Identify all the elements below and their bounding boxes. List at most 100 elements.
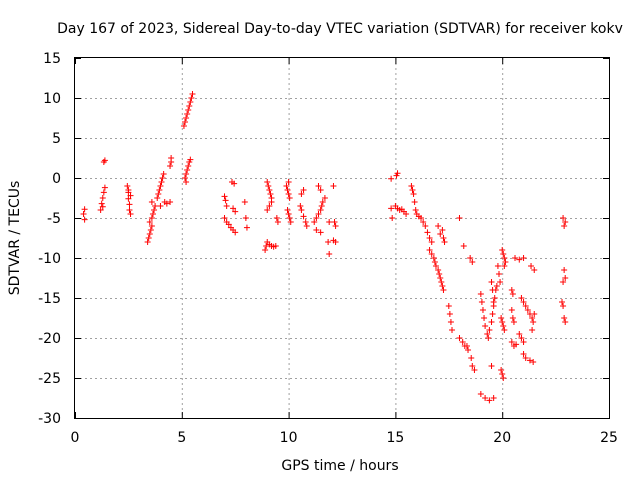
data-point xyxy=(431,259,438,265)
data-point xyxy=(437,231,444,237)
data-point xyxy=(561,315,568,321)
data-point xyxy=(267,191,274,197)
data-point xyxy=(222,197,229,204)
data-point xyxy=(509,291,516,297)
data-point xyxy=(241,199,248,205)
data-point xyxy=(403,211,410,217)
data-point xyxy=(221,193,228,200)
data-point xyxy=(160,171,167,177)
data-point xyxy=(155,191,162,197)
x-tick-label: 5 xyxy=(177,430,186,446)
data-point xyxy=(147,227,154,233)
data-point xyxy=(477,391,484,397)
data-point xyxy=(512,255,519,261)
x-axis-title: GPS time / hours xyxy=(281,458,398,474)
data-point xyxy=(561,267,568,273)
data-point xyxy=(146,231,153,237)
data-point xyxy=(498,315,505,321)
data-point xyxy=(561,223,568,229)
data-point xyxy=(242,215,249,221)
data-point xyxy=(447,319,454,325)
data-point xyxy=(285,211,292,217)
data-point xyxy=(500,251,507,257)
data-point xyxy=(265,183,272,189)
data-point xyxy=(148,199,155,205)
data-point xyxy=(184,167,191,173)
data-point xyxy=(146,219,153,225)
data-point xyxy=(332,223,339,229)
data-point xyxy=(144,239,151,245)
data-point xyxy=(518,295,525,301)
plot-frame xyxy=(74,57,610,419)
data-point xyxy=(321,195,328,201)
data-point xyxy=(562,319,569,325)
data-point xyxy=(495,271,502,277)
data-point xyxy=(499,371,506,377)
data-point xyxy=(418,215,425,221)
data-point xyxy=(486,397,493,404)
data-point xyxy=(441,239,448,245)
data-point xyxy=(560,303,567,309)
data-point xyxy=(490,395,497,401)
data-point xyxy=(482,395,489,401)
data-point xyxy=(560,215,567,221)
data-point xyxy=(502,259,509,265)
data-point xyxy=(529,327,536,333)
data-point xyxy=(481,315,488,321)
data-point xyxy=(526,357,533,364)
data-point xyxy=(302,219,309,225)
data-point xyxy=(501,327,508,333)
data-point xyxy=(456,335,463,341)
data-point xyxy=(488,319,495,325)
data-point xyxy=(126,201,133,208)
data-point xyxy=(97,207,104,213)
x-tick-label: 10 xyxy=(280,430,298,446)
y-tick-labels: -30 -25 -20 -15 -10 -5 0 5 10 15 xyxy=(38,51,61,427)
data-point xyxy=(100,189,107,196)
data-point xyxy=(435,267,442,273)
data-point xyxy=(264,207,271,213)
data-point xyxy=(284,187,291,193)
data-point xyxy=(493,283,500,289)
data-point xyxy=(530,359,537,365)
data-point xyxy=(432,263,439,269)
data-point xyxy=(231,180,238,187)
y-axis-title: SDTVAR / TECUs xyxy=(7,181,23,296)
data-point xyxy=(408,183,415,189)
data-point xyxy=(157,183,164,189)
data-point xyxy=(315,211,322,217)
data-point xyxy=(439,283,446,289)
axis-ticks xyxy=(75,58,610,419)
data-point xyxy=(317,187,324,193)
y-tick-label: 0 xyxy=(52,171,61,187)
data-point xyxy=(428,251,435,257)
data-point xyxy=(486,327,493,333)
data-point xyxy=(303,223,310,229)
data-point xyxy=(185,163,192,169)
data-point xyxy=(389,215,396,221)
data-point xyxy=(489,287,496,293)
data-point xyxy=(185,107,192,113)
data-point xyxy=(188,95,195,101)
data-point xyxy=(331,219,338,225)
data-point xyxy=(428,239,435,245)
data-point xyxy=(420,219,427,225)
data-point xyxy=(562,275,569,281)
data-point xyxy=(410,191,417,197)
data-point xyxy=(426,235,433,241)
data-point xyxy=(168,155,175,161)
data-point xyxy=(500,375,507,381)
data-point xyxy=(286,195,293,201)
data-point xyxy=(330,183,337,189)
data-point xyxy=(157,203,164,209)
y-tick-label: 15 xyxy=(43,51,61,67)
data-point xyxy=(491,295,498,301)
data-point xyxy=(300,213,307,220)
y-tick-label: -5 xyxy=(47,211,61,227)
data-point xyxy=(469,259,476,265)
data-point xyxy=(232,229,239,236)
data-point xyxy=(471,367,478,373)
data-point xyxy=(182,119,189,125)
data-point xyxy=(518,335,525,341)
data-point xyxy=(184,111,191,117)
